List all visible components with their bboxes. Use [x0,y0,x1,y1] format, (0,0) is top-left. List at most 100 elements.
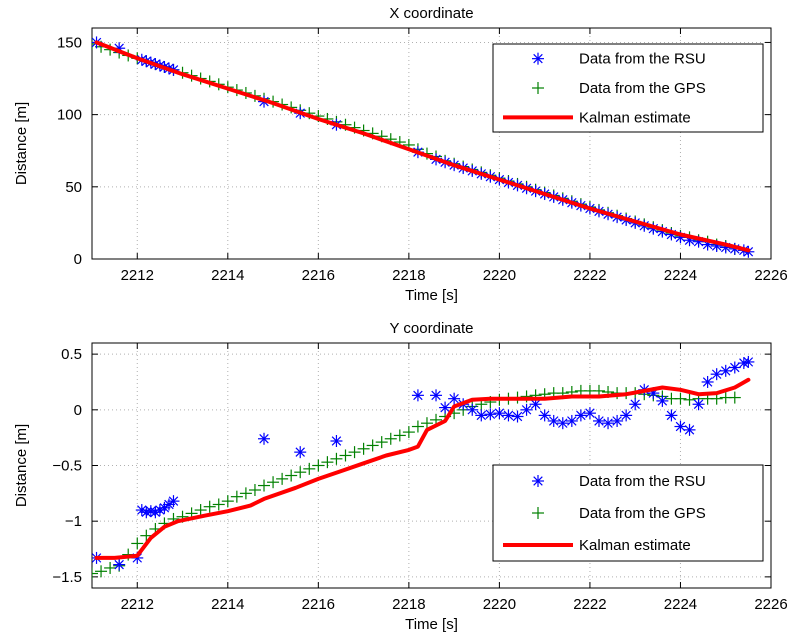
rsu-data-point [629,398,642,411]
marker-stroke [684,425,695,435]
gps-data-point [267,476,280,489]
rsu-data-point [448,392,461,405]
rsu-data-point [742,355,755,368]
marker-stroke [476,410,487,421]
marker-stroke [512,411,523,422]
marker-stroke [612,416,622,426]
gps-data-point [321,456,334,469]
y-axis-label: Distance [m] [13,424,30,507]
gps-data-point [384,432,397,445]
rsu-data-point [602,417,615,430]
rsu-data-point [665,409,678,422]
gps-data-point [674,392,687,405]
marker-stroke [485,409,496,420]
gps-data-point [411,420,424,433]
marker-stroke [693,399,704,409]
gps-data-point [212,498,225,511]
marker-stroke [467,405,477,415]
gps-data-point [728,391,741,404]
legend: Data from the RSU Data from the GPS Kalman… [492,464,764,562]
rsu-data-point [574,409,587,422]
x-tick-label: 2226 [754,267,787,284]
legend-entry: Data from the RSU [532,473,706,490]
marker-stroke [548,416,559,426]
x-tick-label: 2212 [121,267,154,284]
series-kalman-estimate-line [94,40,751,253]
x-tick-label: 2226 [754,596,787,613]
x-tick-label: 2216 [302,267,335,284]
gps-data-point [95,565,108,578]
legend-swatch-marker [532,52,544,65]
rsu-data-point [502,409,515,422]
chart-title: X coordinate [389,5,473,22]
rsu-data-point [493,407,506,420]
marker-stroke [150,507,161,518]
gps-data-point [104,561,117,574]
y-tick-label: 100 [57,107,82,124]
y-tick-label: −1.5 [52,569,82,586]
gps-data-point [221,495,234,508]
marker-stroke [539,410,550,421]
marker-stroke [711,369,722,379]
gps-data-point [348,446,361,459]
gps-data-point [357,442,370,455]
plot-frame [91,27,772,260]
y-tick-label: −0.5 [52,458,82,475]
gps-data-point [276,472,289,485]
marker-stroke [594,416,604,426]
marker-stroke [675,421,686,432]
legend-swatch-marker [532,475,544,487]
gps-data-point [230,490,243,503]
legend-label: Data from the GPS [579,80,706,97]
y-tick-label: 150 [57,34,82,51]
rsu-data-point [719,364,732,377]
rsu-data-point [330,435,343,447]
plot-area [92,355,755,580]
marker-stroke [730,362,740,373]
x-axis-label: Time [s] [405,287,458,304]
marker-stroke [533,476,543,486]
gps-data-point [366,439,379,452]
y-tick-label: 0 [74,251,82,268]
marker-stroke [295,447,305,457]
marker-stroke [494,408,505,418]
rsu-data-point [167,495,180,508]
y-axis-label: Distance [m] [13,102,30,185]
rsu-data-point [430,389,443,402]
chart-title: Y coordinate [390,320,474,337]
x-tick-label: 2220 [483,267,516,284]
marker-stroke [743,357,754,367]
marker-stroke [530,399,541,409]
marker-stroke [576,410,586,421]
gps-data-point [285,469,298,482]
marker-stroke [331,436,342,446]
gps-data-point [303,462,316,475]
marker-stroke [630,399,640,409]
marker-stroke [155,505,165,515]
chart-panel-1: 2212 2214 2216 2218 2220 2222 2224 2226 0 50 100 15… [13,5,788,304]
legend-label: Kalman estimate [579,109,691,126]
gps-data-point [375,436,388,449]
x-tick-label: 2222 [573,267,606,284]
marker-stroke [440,402,450,413]
x-tick-label: 2220 [483,596,516,613]
rsu-data-point [728,361,741,374]
rsu-data-point [556,417,569,430]
gps-data-point [294,466,307,479]
x-tick-label: 2212 [121,596,154,613]
legend-label: Data from the RSU [579,473,706,490]
y-tick-label: −1 [65,513,82,530]
rsu-data-point [529,398,542,411]
rsu-data-point [701,375,714,388]
legend-label: Data from the GPS [579,505,706,522]
rsu-data-point [656,394,669,407]
marker-stroke [137,505,147,515]
marker-stroke [621,410,631,421]
rsu-data-point [547,414,560,427]
marker-stroke [657,396,668,406]
gps-data-point [402,426,415,439]
rsu-data-point [583,407,596,420]
x-tick-label: 2218 [392,596,425,613]
rsu-data-point [484,408,497,421]
gps-data-point [683,393,696,406]
